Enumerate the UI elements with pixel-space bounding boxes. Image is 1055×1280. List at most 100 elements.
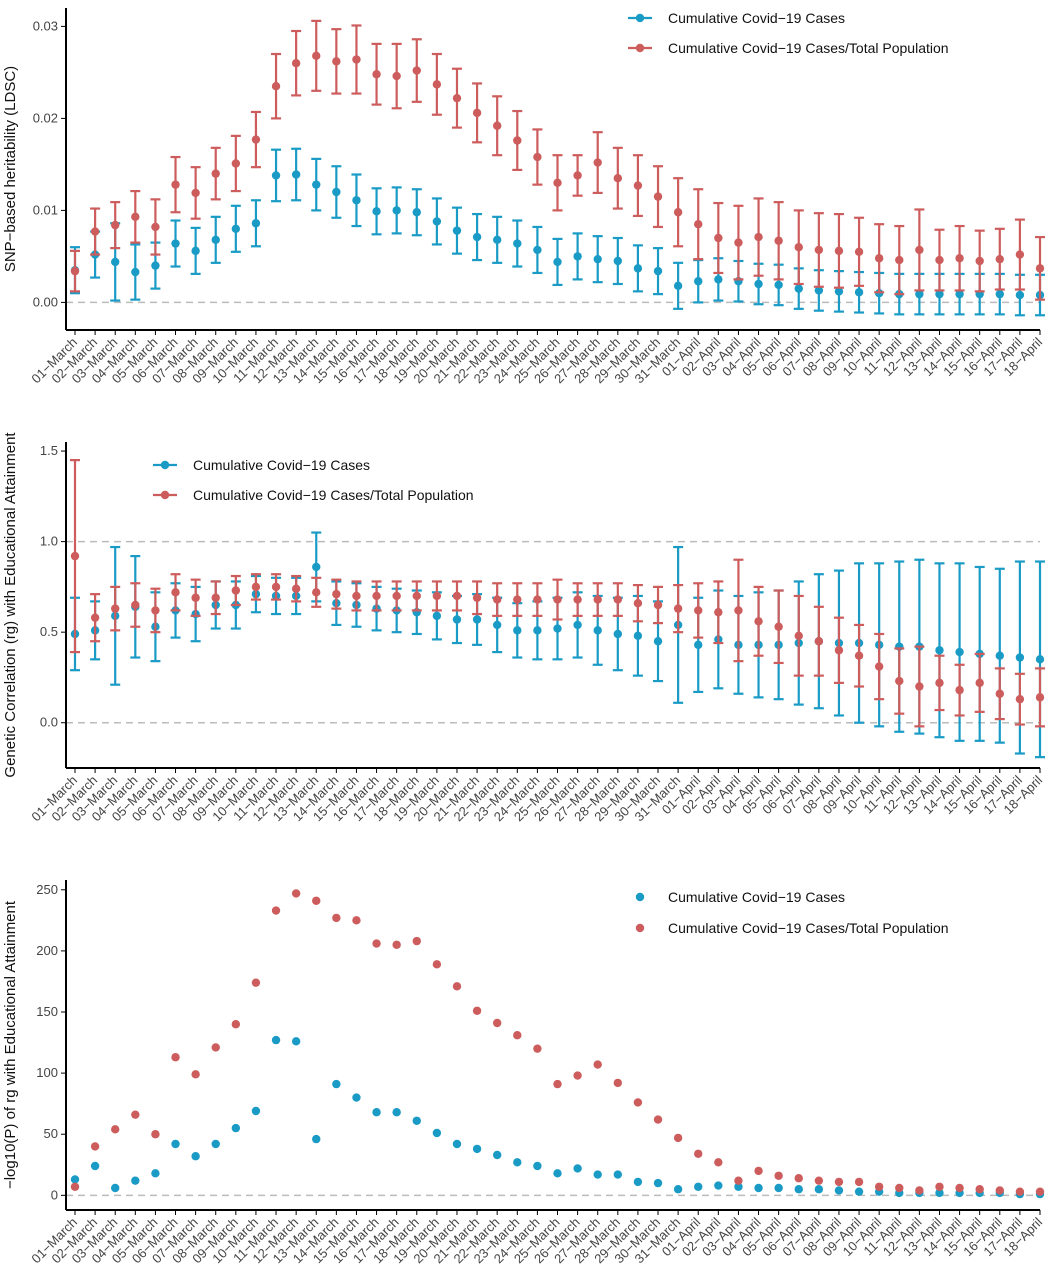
log10p-cases-point-15 <box>372 1108 381 1117</box>
heritability-cases-per-pop-point-29 <box>653 192 663 201</box>
log10p-cases-per-pop-point-22 <box>513 1031 522 1040</box>
heritability-cases-per-pop-point-35 <box>774 236 783 245</box>
log10p-cases-per-pop-point-46 <box>995 1186 1004 1195</box>
log10p-cases-per-pop-point-40 <box>874 1182 884 1191</box>
heritability-cases-point-20 <box>472 232 482 242</box>
rg-cases-per-pop-point-12 <box>312 588 321 597</box>
rg-cases-point-46 <box>995 651 1004 660</box>
log10p-cases-point-6 <box>191 1152 200 1161</box>
log10p-cases-point-5 <box>171 1139 180 1149</box>
heritability-cases-per-pop-point-11 <box>291 59 301 68</box>
heritability-cases-point-42 <box>915 289 924 299</box>
log10p-legend-key-point-cases-per-pop <box>635 923 645 933</box>
rg-cases-point-28 <box>633 631 643 640</box>
heritability-cases-point-31 <box>694 277 703 286</box>
log10p-cases-per-pop-point-43 <box>935 1182 944 1191</box>
rg-cases-per-pop-point-34 <box>754 617 763 626</box>
rg-cases-per-pop-point-5 <box>171 588 180 597</box>
heritability-cases-point-28 <box>633 264 643 273</box>
heritability-cases-point-18 <box>432 217 442 226</box>
rg-cases-per-pop-point-1 <box>90 613 100 622</box>
log10p-cases-per-pop-point-25 <box>573 1071 582 1080</box>
rg-cases-per-pop-point-37 <box>814 637 824 646</box>
rg-cases-point-29 <box>653 637 663 646</box>
heritability-cases-per-pop-point-47 <box>1015 250 1025 259</box>
heritability-cases-point-35 <box>774 280 783 290</box>
heritability-cases-point-2 <box>111 257 120 267</box>
heritability-cases-point-44 <box>955 289 964 299</box>
heritability-cases-per-pop-point-42 <box>915 245 924 255</box>
log10p-cases-per-pop-point-47 <box>1015 1187 1025 1196</box>
log10p-cases-point-20 <box>472 1144 482 1154</box>
heritability-cases-point-46 <box>995 289 1004 299</box>
rg-cases-point-24 <box>553 624 562 633</box>
rg-cases-per-pop-point-40 <box>874 662 884 671</box>
log10p-cases-point-34 <box>754 1183 763 1193</box>
heritability-cases-per-pop-point-34 <box>754 232 763 242</box>
heritability-cases-per-pop-point-5 <box>171 180 180 189</box>
rg-cases-per-pop-point-32 <box>714 608 723 617</box>
heritability-cases-point-23 <box>533 245 542 255</box>
log10p-cases-point-1 <box>90 1161 100 1171</box>
heritability-cases-point-26 <box>593 254 602 264</box>
heritability-cases-per-pop-point-14 <box>352 55 361 64</box>
heritability-cases-per-pop-point-3 <box>131 212 140 222</box>
log10p-y-tick-label-5: 250 <box>36 882 58 897</box>
heritability-cases-point-11 <box>291 170 301 179</box>
rg-cases-per-pop-point-8 <box>231 586 241 595</box>
rg-y-tick-label-1: 0.5 <box>40 624 58 639</box>
heritability-y-tick-label-0: 0.00 <box>33 294 58 309</box>
log10p-cases-point-27 <box>613 1170 623 1179</box>
heritability-cases-point-36 <box>794 284 803 293</box>
rg-cases-per-pop-point-33 <box>734 606 743 615</box>
heritability-cases-point-19 <box>452 226 462 235</box>
log10p-legend-label-cases: Cumulative Covid−19 Cases <box>668 889 845 905</box>
log10p-cases-per-pop-point-10 <box>271 906 281 915</box>
log10p-cases-per-pop-point-12 <box>312 896 321 905</box>
rg-cases-per-pop-point-42 <box>915 682 924 691</box>
rg-cases-per-pop-point-31 <box>694 606 703 615</box>
rg-cases-per-pop-point-25 <box>573 595 582 604</box>
rg-cases-per-pop-point-35 <box>774 622 783 631</box>
log10p-cases-per-pop-point-27 <box>613 1078 623 1088</box>
log10p-cases-per-pop-point-26 <box>593 1060 602 1069</box>
rg-cases-per-pop-point-46 <box>995 689 1004 698</box>
heritability-cases-per-pop-point-19 <box>452 93 462 103</box>
log10p-cases-per-pop-point-48 <box>1035 1187 1045 1196</box>
log10p-cases-per-pop-point-21 <box>492 1018 502 1028</box>
heritability-cases-per-pop-point-2 <box>111 220 120 230</box>
log10p-cases-per-pop-point-9 <box>251 978 261 987</box>
heritability-cases-per-pop-point-4 <box>151 222 160 232</box>
rg-cases-per-pop-point-36 <box>794 631 803 640</box>
log10p-cases-point-19 <box>452 1139 462 1149</box>
heritability-cases-point-22 <box>513 239 522 248</box>
log10p-cases-point-11 <box>291 1037 301 1046</box>
log10p-legend-label-cases-per-pop: Cumulative Covid−19 Cases/Total Populati… <box>668 920 949 936</box>
log10p-cases-point-28 <box>633 1177 643 1187</box>
rg-cases-point-21 <box>492 620 502 630</box>
heritability-cases-per-pop-point-39 <box>854 247 864 256</box>
heritability-cases-point-15 <box>372 207 381 216</box>
rg-cases-per-pop-point-15 <box>372 591 381 601</box>
heritability-cases-point-27 <box>613 256 623 266</box>
heritability-cases-per-pop-point-40 <box>874 254 884 263</box>
heritability-cases-point-17 <box>412 208 421 217</box>
heritability-cases-per-pop-point-22 <box>513 136 522 145</box>
heritability-cases-per-pop-point-10 <box>271 82 281 91</box>
log10p-cases-per-pop-point-8 <box>231 1020 241 1029</box>
rg-cases-per-pop-point-14 <box>352 591 361 601</box>
heritability-cases-per-pop-point-9 <box>251 135 261 144</box>
log10p-cases-point-18 <box>432 1128 442 1138</box>
heritability-cases-point-47 <box>1015 290 1025 300</box>
heritability-y-tick-label-3: 0.03 <box>33 18 58 33</box>
heritability-cases-per-pop-point-37 <box>814 245 824 255</box>
rg-legend-label-cases: Cumulative Covid−19 Cases <box>193 457 370 473</box>
log10p-cases-per-pop-point-6 <box>191 1070 200 1079</box>
heritability-cases-point-6 <box>191 246 200 256</box>
heritability-cases-per-pop-point-43 <box>935 255 944 265</box>
heritability-cases-point-38 <box>834 287 844 296</box>
heritability-cases-point-13 <box>332 187 341 197</box>
heritability-cases-per-pop-point-45 <box>975 256 984 266</box>
heritability-cases-per-pop-point-28 <box>633 181 643 190</box>
rg-cases-per-pop-point-4 <box>151 606 160 615</box>
